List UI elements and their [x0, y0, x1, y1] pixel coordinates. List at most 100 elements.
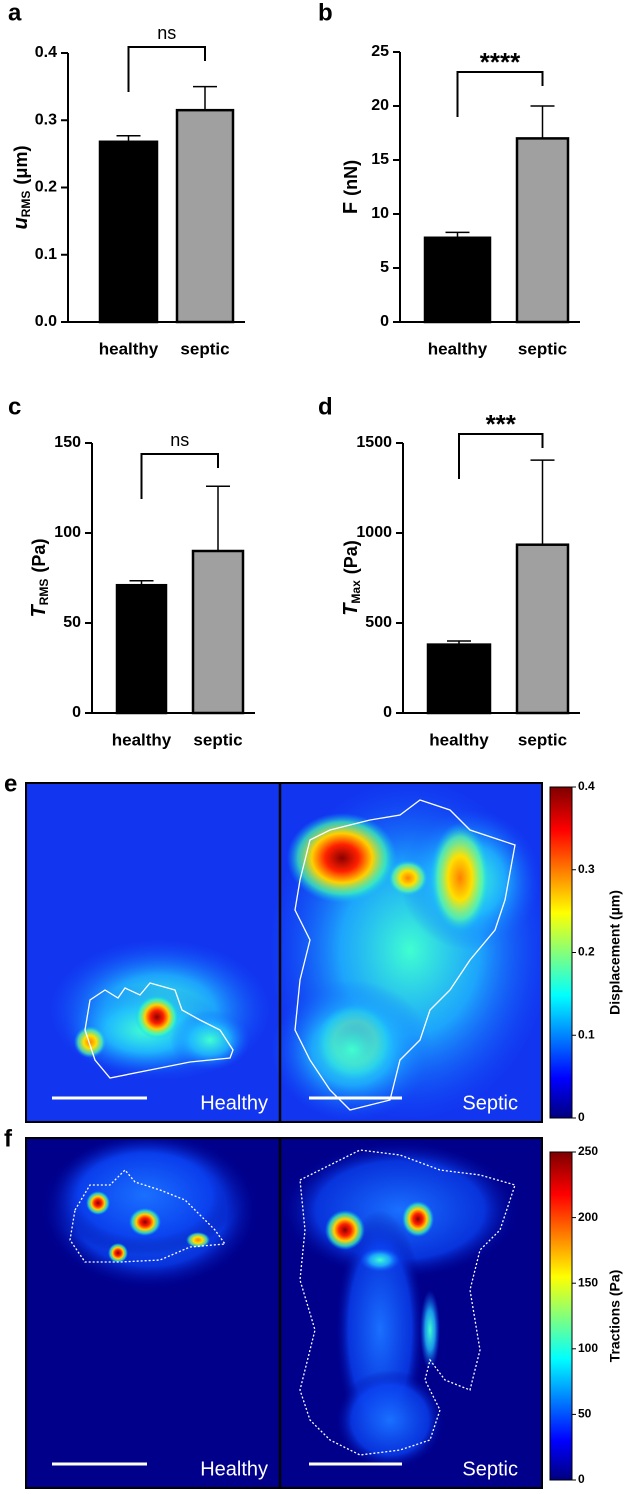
heatmap-frame — [25, 782, 543, 1123]
y-axis-label: TMax (Pa) — [340, 540, 363, 616]
significance-bracket — [456, 71, 544, 117]
bar — [515, 543, 570, 715]
colorbar-tick-label: 200 — [578, 1210, 598, 1224]
heat-blob — [86, 1191, 110, 1215]
heatmap-image — [40, 1138, 520, 1470]
panel-label: b — [318, 0, 333, 26]
significance-bracket — [458, 433, 544, 479]
cell-outline — [69, 1149, 516, 1456]
y-tick-label: 150 — [54, 434, 81, 451]
colorbar-tick-label: 0 — [578, 1472, 585, 1486]
bar — [115, 583, 168, 715]
x-tick-label: septic — [518, 339, 567, 358]
heat-blob — [335, 1370, 445, 1470]
y-tick-label: 15 — [371, 151, 389, 168]
heatmap-image — [50, 783, 542, 1120]
heatmap-frame — [25, 1137, 543, 1489]
colorbar-tick-label: 0.2 — [578, 945, 595, 959]
y-label-unit: (Pa) — [29, 539, 49, 573]
y-label-unit: (nN) — [341, 160, 361, 196]
panel-label: f — [4, 1125, 13, 1152]
x-tick-label: septic — [193, 730, 242, 749]
panel-caption: Healthy — [200, 1092, 268, 1114]
panel-label: c — [8, 393, 21, 420]
cell-outline — [84, 799, 516, 1111]
heat-blob — [50, 1138, 240, 1255]
heat-blob — [170, 1010, 250, 1070]
colorbar-tick-label: 150 — [578, 1275, 598, 1289]
y-label-main: F — [340, 202, 362, 214]
colorbar-label: Displacement (µm) — [607, 890, 623, 1015]
x-tick-label: healthy — [112, 730, 172, 749]
heat-blob — [74, 1026, 106, 1058]
y-tick-label: 500 — [365, 614, 392, 631]
heat-blob — [430, 823, 490, 933]
heat-blob — [402, 1201, 434, 1237]
heat-blob — [388, 860, 428, 896]
y-label-sub: RMS — [37, 579, 51, 606]
panel-label: d — [318, 393, 333, 420]
significance-label: ns — [170, 430, 189, 450]
y-tick-label: 1500 — [356, 434, 392, 451]
colorbar-tick-label: 250 — [578, 1144, 598, 1158]
panel-label: e — [4, 770, 17, 797]
significance-label: ns — [157, 23, 176, 43]
y-tick-label: 20 — [371, 97, 389, 114]
significance-bracket — [140, 453, 219, 499]
bar — [423, 236, 492, 324]
significance-label: **** — [480, 47, 521, 77]
x-tick-label: healthy — [429, 730, 489, 749]
y-label-unit: (Pa) — [341, 540, 361, 574]
y-tick-label: 0 — [380, 313, 389, 330]
y-label-sub: RMS — [19, 191, 33, 218]
y-tick-label: 0.4 — [35, 44, 57, 61]
panel-caption: Healthy — [200, 1458, 268, 1480]
colorbar-tick-label: 50 — [578, 1407, 592, 1421]
colorbar — [549, 1151, 573, 1481]
y-tick-label: 1000 — [356, 524, 392, 541]
y-label-unit: (μm) — [11, 146, 31, 185]
panel-label: a — [8, 0, 22, 26]
bar — [515, 137, 570, 324]
y-tick-label: 0.2 — [35, 179, 57, 196]
colorbar-label: Tractions (Pa) — [607, 1270, 623, 1363]
colorbar-tick-label: 100 — [578, 1341, 598, 1355]
y-axis-label: F (nN) — [340, 160, 362, 214]
colorbar-tick-label: 0.3 — [578, 862, 595, 876]
heat-blob — [108, 1243, 128, 1263]
y-label-main: T — [28, 603, 50, 617]
heat-blob — [325, 1210, 365, 1250]
heat-blob — [420, 1290, 440, 1370]
panel-caption: Septic — [462, 1458, 518, 1480]
significance-bracket — [127, 46, 206, 92]
significance-label: *** — [486, 409, 517, 439]
bar — [175, 108, 235, 324]
y-tick-label: 0 — [383, 704, 392, 721]
x-tick-label: healthy — [99, 339, 159, 358]
y-tick-label: 100 — [54, 524, 81, 541]
y-label-main: u — [10, 217, 32, 229]
y-tick-label: 0.3 — [35, 111, 57, 128]
colorbar — [549, 786, 573, 1119]
colorbar-tick-label: 0.1 — [578, 1027, 595, 1041]
y-label-sub: Max — [349, 580, 363, 604]
x-tick-label: septic — [518, 730, 567, 749]
bar — [98, 140, 159, 324]
y-label-main: T — [340, 602, 362, 616]
y-tick-label: 5 — [380, 259, 389, 276]
y-axis-label: uRMS (μm) — [10, 146, 33, 230]
y-tick-label: 50 — [63, 614, 81, 631]
bar — [426, 643, 492, 715]
colorbar-tick-label: 0.4 — [578, 779, 595, 793]
x-tick-label: septic — [180, 339, 229, 358]
y-tick-label: 10 — [371, 205, 389, 222]
bar — [191, 549, 245, 715]
y-tick-label: 0.1 — [35, 246, 57, 263]
colorbar-tick-label: 0 — [578, 1110, 585, 1124]
heat-blob — [360, 1248, 400, 1272]
y-tick-label: 0 — [72, 704, 81, 721]
y-tick-label: 25 — [371, 43, 389, 60]
heat-blob — [129, 1208, 161, 1236]
heat-blob — [287, 813, 397, 903]
